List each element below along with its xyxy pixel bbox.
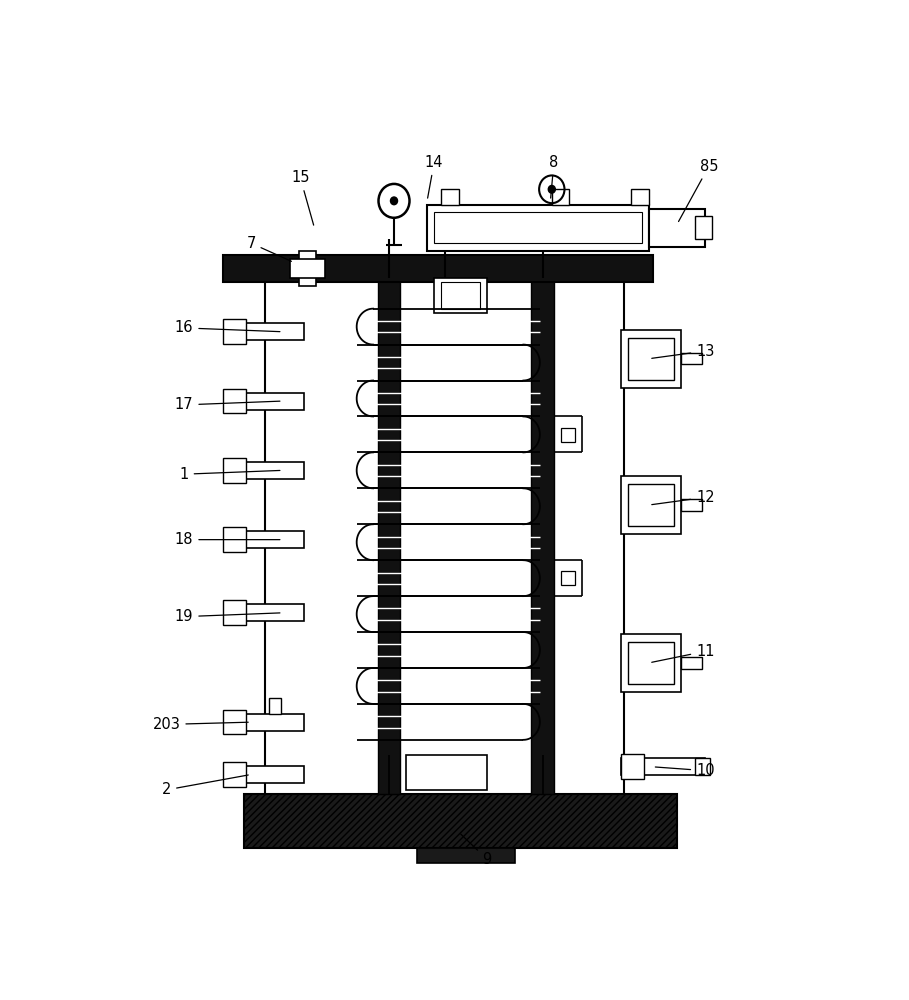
Text: 13: 13 xyxy=(652,344,714,359)
Text: 19: 19 xyxy=(175,609,280,624)
Bar xyxy=(226,323,304,340)
Bar xyxy=(532,278,554,794)
Bar xyxy=(632,189,649,205)
Bar xyxy=(561,428,575,442)
Text: 14: 14 xyxy=(425,155,444,198)
Bar xyxy=(416,848,515,863)
Bar xyxy=(649,209,705,247)
Text: 7: 7 xyxy=(246,236,292,261)
Bar xyxy=(621,754,644,779)
Text: 203: 203 xyxy=(153,717,248,732)
Text: 10: 10 xyxy=(655,763,714,778)
Bar xyxy=(441,189,459,205)
Text: 85: 85 xyxy=(678,159,718,222)
Bar xyxy=(552,189,569,205)
Bar xyxy=(435,278,487,312)
Bar xyxy=(628,338,674,380)
Bar xyxy=(621,758,705,775)
Bar xyxy=(223,710,246,734)
Text: 2: 2 xyxy=(162,775,248,797)
Bar xyxy=(223,762,246,787)
Bar xyxy=(299,251,315,286)
Bar xyxy=(223,458,246,483)
Circle shape xyxy=(391,197,397,205)
Text: 17: 17 xyxy=(175,397,280,412)
Bar xyxy=(621,330,681,388)
Bar xyxy=(223,389,246,413)
Bar xyxy=(441,282,480,309)
Text: 11: 11 xyxy=(652,644,714,662)
Circle shape xyxy=(548,185,555,193)
Bar xyxy=(226,766,304,783)
Text: 12: 12 xyxy=(652,490,714,505)
Bar xyxy=(223,255,653,282)
Bar xyxy=(681,657,702,669)
Bar xyxy=(244,794,677,848)
Bar xyxy=(226,531,304,548)
Bar xyxy=(628,484,674,526)
Bar xyxy=(694,216,713,239)
Text: 9: 9 xyxy=(461,834,492,867)
Bar xyxy=(223,527,246,552)
Text: 1: 1 xyxy=(179,467,280,482)
Bar xyxy=(223,600,246,625)
Bar xyxy=(435,212,642,243)
Bar xyxy=(621,476,681,534)
Bar xyxy=(223,319,246,344)
Bar xyxy=(681,353,702,364)
Text: 8: 8 xyxy=(549,155,558,198)
Bar xyxy=(226,714,304,731)
Bar xyxy=(621,634,681,692)
Bar xyxy=(427,205,649,251)
Bar xyxy=(561,571,575,585)
Bar xyxy=(290,259,325,278)
Bar xyxy=(226,604,304,621)
Bar xyxy=(378,278,400,794)
Text: 18: 18 xyxy=(175,532,280,547)
Bar xyxy=(226,393,304,410)
Bar xyxy=(406,755,487,790)
Text: 15: 15 xyxy=(291,170,314,225)
Bar xyxy=(681,499,702,511)
Bar xyxy=(694,758,710,775)
Bar xyxy=(269,698,281,714)
Bar xyxy=(226,462,304,479)
Text: 16: 16 xyxy=(175,320,280,335)
Bar xyxy=(628,642,674,684)
